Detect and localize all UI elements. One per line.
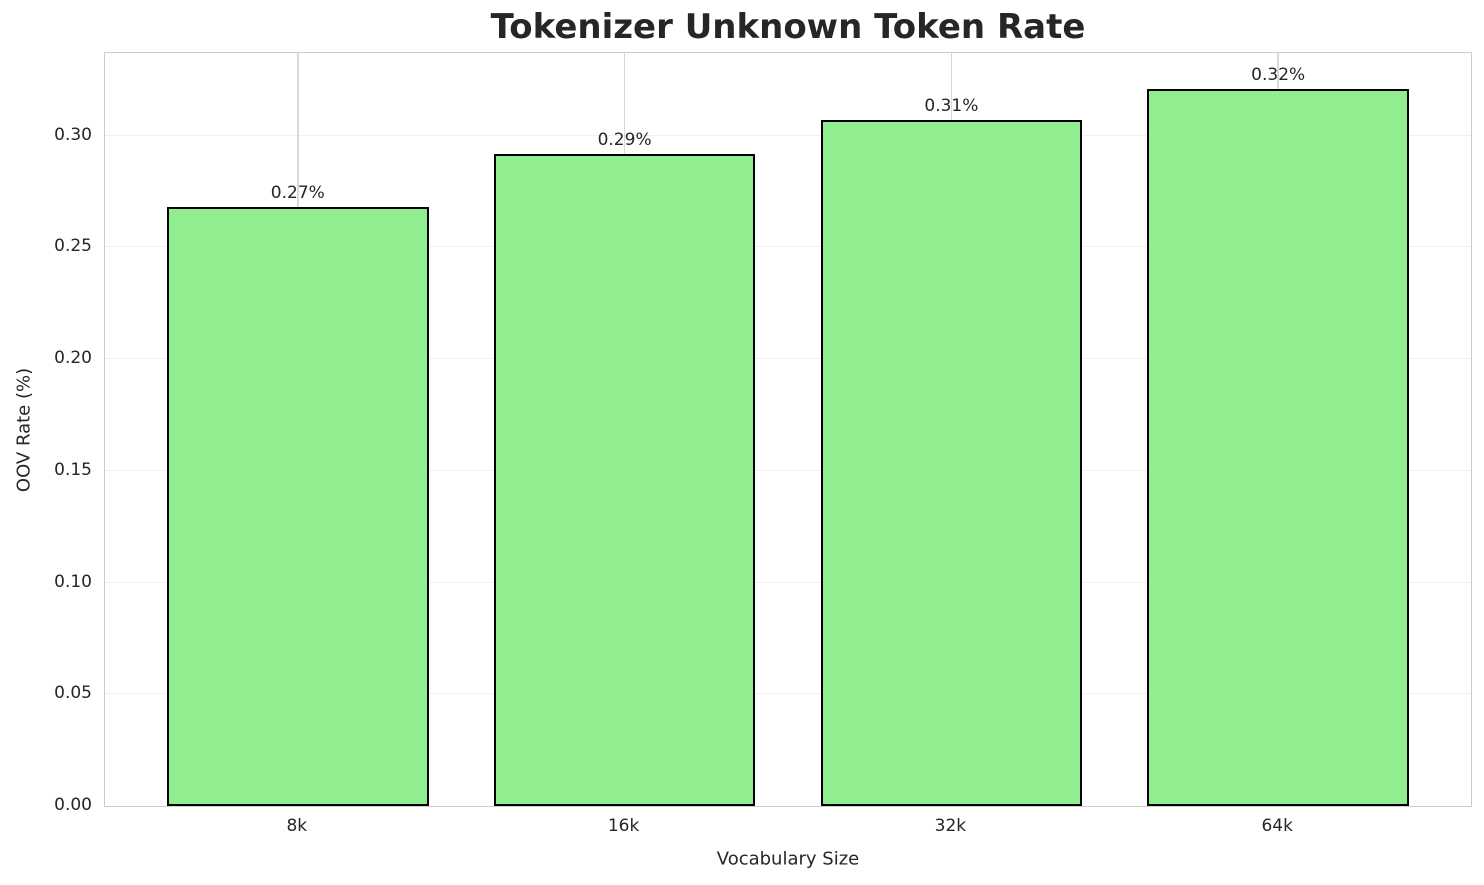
y-tick-label: 0.25 bbox=[54, 236, 92, 257]
x-tick-label: 32k bbox=[934, 816, 967, 836]
chart-title: Tokenizer Unknown Token Rate bbox=[490, 7, 1086, 47]
horizontal-gridline bbox=[105, 693, 1471, 695]
x-axis-label: Vocabulary Size bbox=[716, 848, 860, 870]
horizontal-gridline bbox=[105, 358, 1471, 360]
y-tick-label: 0.30 bbox=[54, 124, 92, 145]
horizontal-gridline bbox=[105, 134, 1471, 136]
y-tick-label: 0.00 bbox=[54, 795, 92, 815]
x-tick-label: 64k bbox=[1261, 816, 1293, 836]
y-tick-label: 0.05 bbox=[54, 683, 92, 704]
bar-16k bbox=[493, 153, 756, 806]
horizontal-gridline bbox=[105, 469, 1471, 471]
bar-value-label: 0.31% bbox=[924, 96, 979, 117]
bar-32k bbox=[820, 120, 1083, 806]
y-tick-label: 0.20 bbox=[54, 348, 92, 369]
x-tick-label: 8k bbox=[286, 816, 308, 836]
y-tick-label: 0.15 bbox=[54, 459, 92, 480]
bar-value-label: 0.29% bbox=[597, 129, 652, 150]
bar-64k bbox=[1147, 88, 1409, 806]
y-tick-label: 0.10 bbox=[54, 571, 92, 592]
horizontal-gridline bbox=[105, 581, 1471, 583]
bar-value-label: 0.27% bbox=[270, 183, 325, 204]
horizontal-gridline bbox=[105, 246, 1471, 248]
plot-area: 0.27% 0.29% 0.31% 0.32% bbox=[104, 52, 1472, 807]
x-tick-label: 16k bbox=[607, 816, 640, 836]
bar-8k bbox=[167, 207, 429, 806]
bar-value-label: 0.32% bbox=[1251, 64, 1306, 85]
